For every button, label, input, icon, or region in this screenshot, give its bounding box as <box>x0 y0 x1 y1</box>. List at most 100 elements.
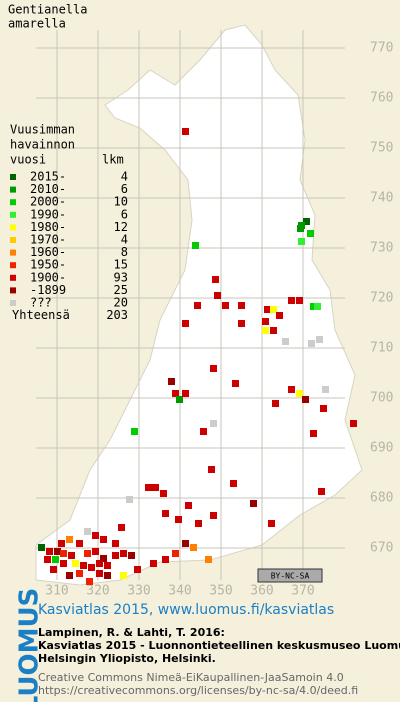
occurrence-square <box>126 496 133 503</box>
legend-swatch <box>10 262 16 269</box>
occurrence-square <box>44 556 51 563</box>
occurrence-square <box>314 303 321 310</box>
easting-label: 370 <box>291 584 314 599</box>
occurrence-square <box>282 338 289 345</box>
occurrence-square <box>210 512 217 519</box>
occurrence-square <box>296 297 303 304</box>
occurrence-square <box>210 420 217 427</box>
occurrence-square <box>68 552 75 559</box>
occurrences <box>38 128 357 585</box>
occurrence-square <box>200 428 207 435</box>
occurrence-square <box>76 570 83 577</box>
occurrence-square <box>162 510 169 517</box>
legend-label: 1950- <box>30 258 66 272</box>
legend-count: 25 <box>114 283 128 297</box>
title: amarella <box>8 17 66 31</box>
title: Gentianella <box>8 3 87 17</box>
occurrence-square <box>238 302 245 309</box>
easting-label: 310 <box>45 584 68 599</box>
occurrence-square <box>308 340 315 347</box>
occurrence-square <box>150 560 157 567</box>
grid: 770 760 750 740 730 720 710 700 690 680 670 310 320 3… <box>36 30 393 599</box>
legend-label: -1899 <box>30 283 66 297</box>
occurrence-square <box>134 566 141 573</box>
occurrence-square <box>310 430 317 437</box>
legend-swatch <box>10 300 16 306</box>
occurrence-square <box>262 318 269 325</box>
occurrence-square <box>210 365 217 372</box>
occurrence-square <box>104 572 111 579</box>
license[interactable]: https://creativecommons.org/licenses/by-… <box>38 684 358 697</box>
easting-label: 360 <box>250 584 273 599</box>
legend: 2015- 4 2010- 6 2000- 10 1990- 6 1980- 12 1970- 4 19… <box>10 170 128 322</box>
legend-count: 6 <box>121 182 128 196</box>
occurrence-square <box>222 302 229 309</box>
northing-label: 700 <box>370 391 393 406</box>
occurrence-square <box>190 544 197 551</box>
northing-label: 740 <box>370 191 393 206</box>
occurrence-square <box>320 405 327 412</box>
northing-label: 720 <box>370 291 393 306</box>
occurrence-square <box>182 320 189 327</box>
occurrence-square <box>152 484 159 491</box>
legend-heading: havainnon <box>10 138 75 152</box>
occurrence-square <box>175 516 182 523</box>
occurrence-square <box>192 242 199 249</box>
occurrence-square <box>270 306 277 313</box>
occurrence-square <box>120 550 127 557</box>
legend-swatch <box>10 224 16 231</box>
legend-swatch <box>10 199 16 206</box>
legend-count: 12 <box>114 220 128 234</box>
legend-label: 1970- <box>30 233 66 247</box>
legend-swatch <box>10 287 16 294</box>
occurrence-square <box>50 566 57 573</box>
brand: LUOMUS <box>15 588 45 702</box>
occurrence-square <box>264 306 271 313</box>
occurrence-square <box>298 222 305 229</box>
occurrence-square <box>92 532 99 539</box>
occurrence-square <box>194 302 201 309</box>
northing-label: 680 <box>370 491 393 506</box>
occurrence-square <box>302 396 309 403</box>
occurrence-square <box>238 320 245 327</box>
easting-label: 340 <box>168 584 191 599</box>
occurrence-square <box>58 540 65 547</box>
legend-total: 203 <box>106 308 128 322</box>
legend-heading: Vuusimman <box>10 123 75 137</box>
legend-count: 4 <box>121 170 128 184</box>
occurrence-square <box>80 562 87 569</box>
occurrence-square <box>182 540 189 547</box>
occurrence-square <box>272 400 279 407</box>
legend-heading: vuosi <box>10 153 46 167</box>
occurrence-square <box>182 390 189 397</box>
legend-count: 15 <box>114 258 128 272</box>
atlas-link[interactable]: Kasviatlas 2015, www.luomus.fi/kasviatla… <box>38 602 334 618</box>
occurrence-square <box>316 336 323 343</box>
occurrence-square <box>268 520 275 527</box>
northing-label: 670 <box>370 541 393 556</box>
citation: Kasviatlas 2015 - Luonnontieteellinen ke… <box>38 639 400 652</box>
legend-count: 8 <box>121 245 128 259</box>
occurrence-square <box>104 562 111 569</box>
legend-label: 2000- <box>30 195 66 209</box>
occurrence-square <box>212 276 219 283</box>
occurrence-square <box>112 540 119 547</box>
legend-label: ??? <box>30 296 52 310</box>
legend-label: 1990- <box>30 207 66 221</box>
occurrence-square <box>208 466 215 473</box>
occurrence-square <box>66 572 73 579</box>
occurrence-square <box>72 560 79 567</box>
license-badge <box>257 568 323 583</box>
occurrence-square <box>112 552 119 559</box>
occurrence-square <box>86 578 93 585</box>
legend-swatch <box>10 274 16 281</box>
occurrence-square <box>322 386 329 393</box>
legend-label: 2015- <box>30 170 66 184</box>
occurrence-square <box>250 500 257 507</box>
northing-label: 770 <box>370 41 393 56</box>
occurrence-square <box>318 488 325 495</box>
legend-swatch <box>10 186 16 193</box>
occurrence-square <box>296 390 303 397</box>
northing-label: 750 <box>370 141 393 156</box>
occurrence-square <box>54 548 61 555</box>
